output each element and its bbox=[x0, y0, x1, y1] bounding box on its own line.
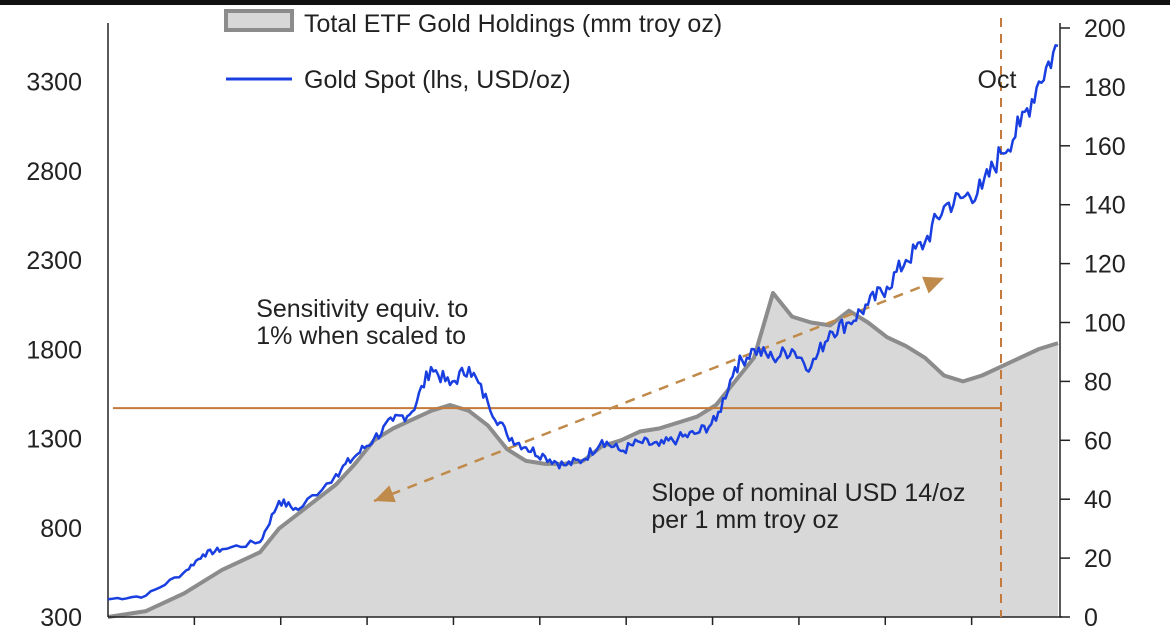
right-tick-label: 100 bbox=[1084, 310, 1126, 338]
legend-label-etf: Total ETF Gold Holdings (mm troy oz) bbox=[304, 10, 722, 38]
left-tick-label: 1800 bbox=[26, 336, 82, 364]
annotation-text: Sensitivity equiv. to bbox=[256, 295, 468, 323]
etf-holdings-outline bbox=[107, 291, 1059, 619]
right-tick-label: 60 bbox=[1084, 427, 1112, 455]
gold-spot-line bbox=[107, 44, 1059, 601]
etf-holdings-area bbox=[107, 291, 1059, 619]
legend-label-spot: Gold Spot (lhs, USD/oz) bbox=[304, 66, 571, 94]
annotation-text: Slope of nominal USD 14/oz bbox=[651, 479, 965, 507]
right-tick-label: 140 bbox=[1084, 192, 1126, 220]
left-tick-label: 3300 bbox=[26, 69, 82, 97]
legend: Total ETF Gold Holdings (mm troy oz) Gold… bbox=[224, 9, 722, 94]
left-tick-label: 300 bbox=[40, 604, 82, 632]
slope-arrow-line bbox=[373, 276, 945, 503]
right-tick-label: 200 bbox=[1084, 15, 1126, 43]
right-tick-label: 40 bbox=[1084, 486, 1112, 514]
annotation-text: 1% when scaled to bbox=[256, 322, 466, 350]
left-tick-label: 2800 bbox=[26, 158, 82, 186]
right-tick-label: 180 bbox=[1084, 74, 1126, 102]
left-tick-label: 2300 bbox=[26, 247, 82, 275]
right-tick-label: 0 bbox=[1084, 604, 1098, 632]
annotation-text: per 1 mm troy oz bbox=[651, 506, 839, 534]
legend-swatch-etf bbox=[224, 9, 294, 32]
right-tick-label: 120 bbox=[1084, 251, 1126, 279]
oct-label: Oct bbox=[978, 66, 1017, 94]
axes: 300 800 1300 1800 2300 2800 3300 0 20 40 60 80 100 12… bbox=[26, 15, 1125, 632]
gold-spot-path bbox=[107, 44, 1059, 601]
etf-holdings-fill bbox=[108, 293, 1058, 617]
slope-arrowhead-end bbox=[922, 276, 944, 294]
slope-arrowhead-start bbox=[374, 485, 396, 503]
reference-lines bbox=[113, 18, 1002, 617]
right-tick-label: 80 bbox=[1084, 368, 1112, 396]
left-tick-label: 1300 bbox=[26, 426, 82, 454]
right-tick-label: 160 bbox=[1084, 133, 1126, 161]
top-border bbox=[0, 0, 1170, 5]
chart-text: Oct Sensitivity equiv. to1% when scaled t… bbox=[256, 66, 1016, 534]
left-tick-label: 800 bbox=[40, 515, 82, 543]
right-tick-label: 20 bbox=[1084, 545, 1112, 573]
